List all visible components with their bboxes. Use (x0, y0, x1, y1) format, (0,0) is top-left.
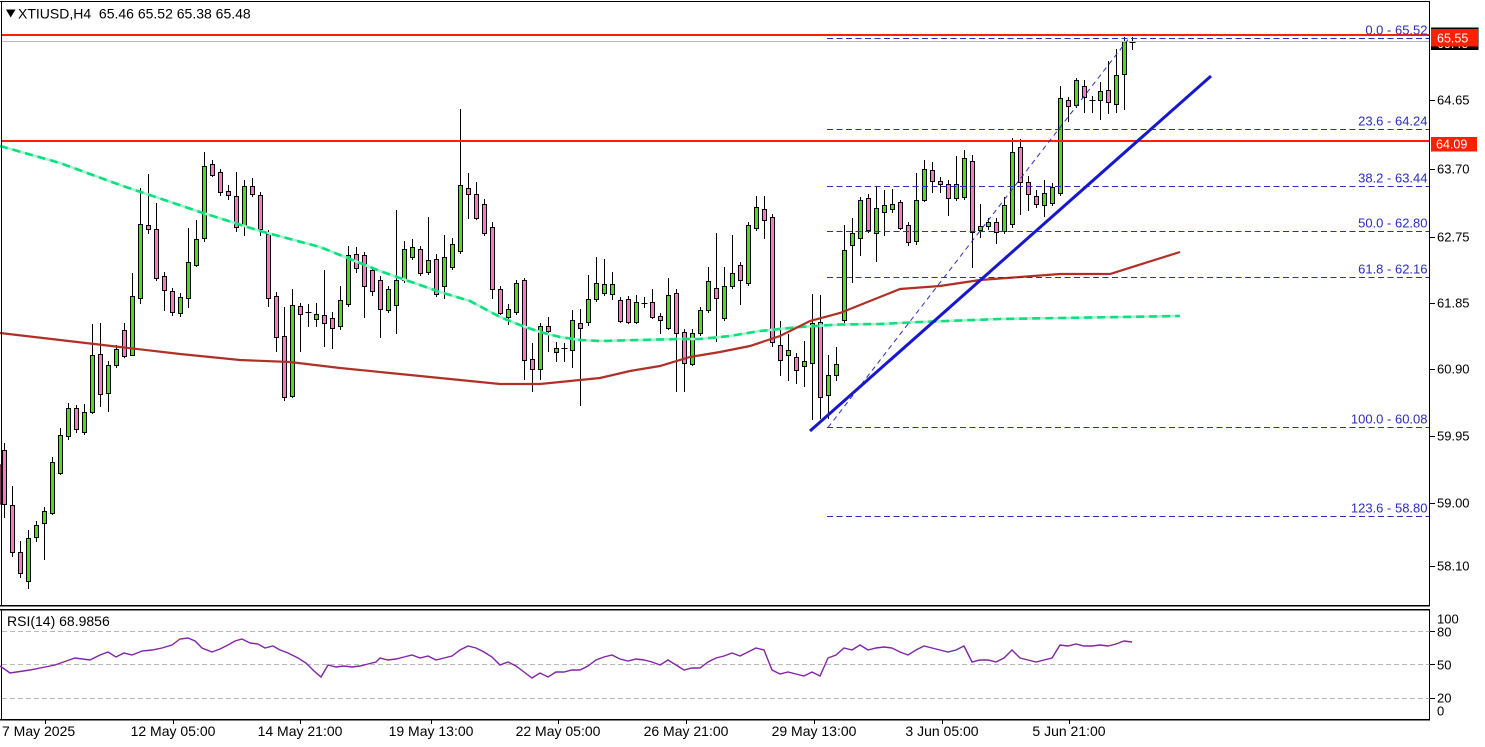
svg-text:62.75: 62.75 (1437, 230, 1470, 245)
svg-text:7 May 2025: 7 May 2025 (2, 723, 75, 739)
svg-text:50: 50 (1437, 658, 1451, 673)
svg-text:XTIUSD,H4 65.46 65.52 65.38 6: XTIUSD,H4 65.46 65.52 65.38 65.48 (18, 6, 251, 22)
svg-text:5 Jun 21:00: 5 Jun 21:00 (1032, 723, 1105, 739)
svg-text:14 May 21:00: 14 May 21:00 (258, 723, 343, 739)
svg-text:RSI(14) 68.9856: RSI(14) 68.9856 (7, 613, 110, 629)
svg-text:59.95: 59.95 (1437, 429, 1470, 444)
svg-text:61.85: 61.85 (1437, 296, 1470, 311)
svg-text:50.0 - 62.80: 50.0 - 62.80 (1358, 216, 1427, 231)
svg-text:22 May 05:00: 22 May 05:00 (516, 723, 601, 739)
svg-text:123.6 - 58.80: 123.6 - 58.80 (1351, 501, 1428, 516)
svg-text:58.10: 58.10 (1437, 559, 1470, 574)
svg-text:64.65: 64.65 (1437, 93, 1470, 108)
svg-text:0: 0 (1437, 704, 1444, 719)
svg-text:61.8 - 62.16: 61.8 - 62.16 (1358, 262, 1427, 277)
svg-text:63.70: 63.70 (1437, 162, 1470, 177)
svg-text:20: 20 (1437, 691, 1451, 706)
svg-text:80: 80 (1437, 625, 1451, 640)
svg-text:12 May 05:00: 12 May 05:00 (131, 723, 216, 739)
svg-text:59.00: 59.00 (1437, 496, 1470, 511)
svg-text:26 May 21:00: 26 May 21:00 (644, 723, 729, 739)
svg-text:23.6 - 64.24: 23.6 - 64.24 (1358, 114, 1427, 129)
svg-text:100.0 - 60.08: 100.0 - 60.08 (1351, 412, 1428, 427)
svg-text:0.0 - 65.52: 0.0 - 65.52 (1365, 23, 1427, 38)
svg-text:3 Jun 05:00: 3 Jun 05:00 (905, 723, 978, 739)
svg-text:29 May 13:00: 29 May 13:00 (772, 723, 857, 739)
svg-text:60.90: 60.90 (1437, 362, 1470, 377)
svg-text:65.55: 65.55 (1437, 32, 1468, 46)
svg-text:100: 100 (1437, 612, 1459, 627)
svg-text:64.09: 64.09 (1436, 138, 1467, 152)
svg-text:38.2 - 63.44: 38.2 - 63.44 (1358, 171, 1427, 186)
svg-text:19 May 13:00: 19 May 13:00 (389, 723, 474, 739)
